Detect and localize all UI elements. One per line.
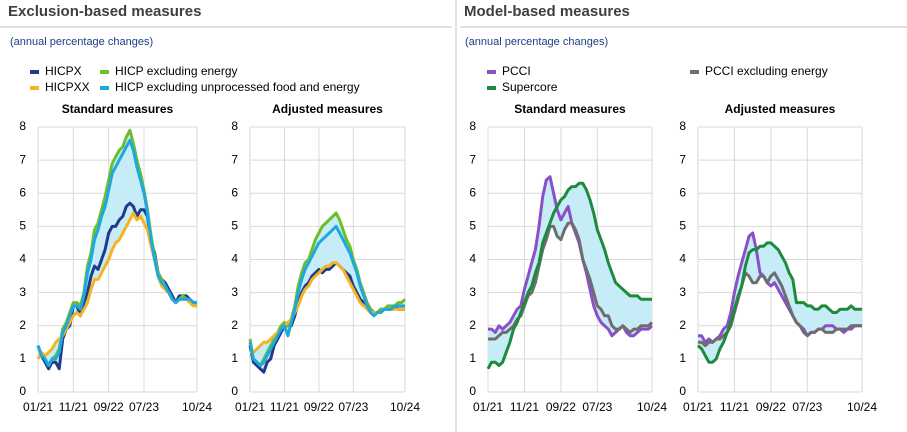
y-tick-label: 6 [679, 185, 686, 199]
legend-label: Supercore [502, 80, 558, 94]
chart-title: Adjusted measures [272, 102, 383, 116]
series-line [486, 181, 652, 370]
y-tick-label: 6 [231, 185, 238, 199]
x-tick-label: 10/24 [847, 400, 877, 414]
y-tick-label: 8 [19, 119, 26, 133]
series-line [36, 138, 197, 367]
series-line [696, 241, 862, 364]
legend-label: PCCI excluding energy [705, 64, 828, 78]
y-tick-label: 8 [679, 119, 686, 133]
y-tick-label: 2 [19, 318, 26, 332]
y-tick-label: 4 [469, 252, 476, 266]
x-tick-label: 10/24 [182, 400, 212, 414]
legend-label: HICPXX [45, 80, 90, 94]
section-title: Model-based measures [464, 3, 630, 20]
y-tick-label: 0 [469, 384, 476, 398]
x-tick-label: 07/23 [129, 400, 159, 414]
x-tick-label: 07/23 [792, 400, 822, 414]
x-tick-label: 11/21 [59, 400, 88, 414]
legend-label: PCCI [502, 64, 531, 78]
y-tick-label: 7 [19, 152, 26, 166]
range-band [698, 233, 862, 363]
legend-label: HICP excluding unprocessed food and ener… [115, 80, 360, 94]
section-title: Exclusion-based measures [8, 3, 201, 20]
chart-title: Standard measures [514, 102, 626, 116]
section-subtitle: (annual percentage changes) [465, 36, 608, 48]
y-tick-label: 1 [231, 351, 238, 365]
series-line [488, 221, 654, 341]
y-tick-label: 3 [19, 285, 26, 299]
y-tick-label: 5 [469, 219, 476, 233]
x-tick-label: 09/22 [546, 400, 576, 414]
x-tick-label: 01/21 [683, 400, 713, 414]
x-tick-label: 10/24 [390, 400, 420, 414]
y-tick-label: 5 [231, 219, 238, 233]
y-tick-label: 2 [231, 318, 238, 332]
y-tick-label: 1 [469, 351, 476, 365]
x-tick-label: 09/22 [304, 400, 334, 414]
y-tick-label: 3 [679, 285, 686, 299]
y-tick-label: 8 [231, 119, 238, 133]
legend-label: HICP excluding energy [115, 64, 238, 78]
series-line [248, 261, 405, 374]
x-tick-label: 11/21 [270, 400, 299, 414]
series-line [698, 271, 862, 348]
chart-title: Adjusted measures [725, 102, 836, 116]
y-tick-label: 2 [679, 318, 686, 332]
series-line [698, 231, 862, 344]
range-band [488, 176, 652, 369]
y-tick-label: 7 [231, 152, 238, 166]
y-tick-label: 4 [679, 252, 686, 266]
y-tick-label: 7 [469, 152, 476, 166]
chart-title: Standard measures [62, 102, 174, 116]
x-tick-label: 07/23 [338, 400, 368, 414]
y-tick-label: 6 [469, 185, 476, 199]
y-tick-label: 0 [19, 384, 26, 398]
y-tick-label: 2 [469, 318, 476, 332]
y-tick-label: 0 [231, 384, 238, 398]
x-tick-label: 01/21 [473, 400, 503, 414]
x-tick-label: 11/21 [510, 400, 539, 414]
y-tick-label: 5 [19, 219, 26, 233]
section-subtitle: (annual percentage changes) [10, 36, 153, 48]
x-tick-label: 07/23 [582, 400, 612, 414]
y-tick-label: 3 [469, 285, 476, 299]
y-tick-label: 6 [19, 185, 26, 199]
legend-label: HICPX [45, 64, 82, 78]
y-tick-label: 1 [19, 351, 26, 365]
x-tick-label: 01/21 [23, 400, 53, 414]
x-tick-label: 09/22 [756, 400, 786, 414]
y-tick-label: 3 [231, 285, 238, 299]
y-tick-label: 8 [469, 119, 476, 133]
y-tick-label: 4 [231, 252, 238, 266]
y-tick-label: 1 [679, 351, 686, 365]
x-tick-label: 10/24 [637, 400, 667, 414]
series-line [248, 224, 405, 367]
x-tick-label: 01/21 [235, 400, 265, 414]
x-tick-label: 09/22 [94, 400, 124, 414]
x-tick-label: 11/21 [720, 400, 749, 414]
y-tick-label: 0 [679, 384, 686, 398]
y-tick-label: 5 [679, 219, 686, 233]
y-tick-label: 7 [679, 152, 686, 166]
y-tick-label: 4 [19, 252, 26, 266]
